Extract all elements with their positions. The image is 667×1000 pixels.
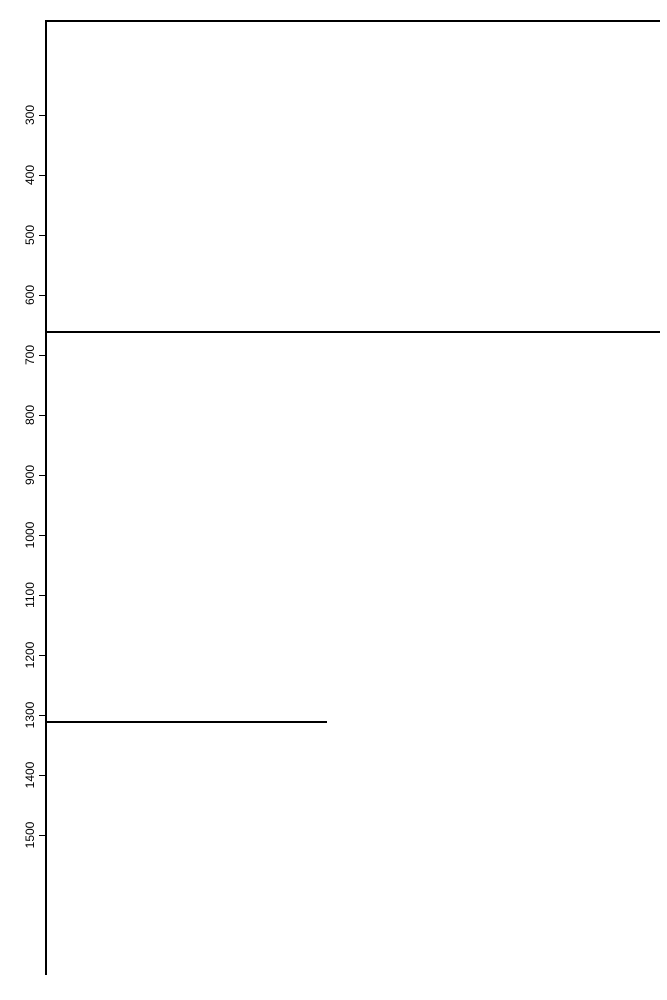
y-tick-label: 1000 (23, 515, 37, 555)
y-tick-mark (39, 415, 45, 416)
y-tick-label: 800 (23, 395, 37, 435)
chart-canvas: 300 400 500 600 700 800 900 1000 1100 1200 1300 140… (0, 0, 667, 1000)
y-tick-label: 300 (23, 95, 37, 135)
y-tick-label: 700 (23, 335, 37, 375)
y-tick-label: 900 (23, 455, 37, 495)
y-tick-mark (39, 715, 45, 716)
y-tick-mark (39, 355, 45, 356)
y-tick-label: 600 (23, 275, 37, 315)
y-tick-label: 1500 (23, 815, 37, 855)
y-tick-label: 1200 (23, 635, 37, 675)
y-tick-mark (39, 835, 45, 836)
y-tick-mark (39, 475, 45, 476)
y-tick-mark (39, 595, 45, 596)
y-tick-mark (39, 175, 45, 176)
y-axis-line (45, 20, 47, 975)
y-tick-mark (39, 115, 45, 116)
data-line (45, 721, 327, 723)
y-tick-mark (39, 655, 45, 656)
y-tick-mark (39, 235, 45, 236)
y-tick-mark (39, 295, 45, 296)
y-tick-label: 1300 (23, 695, 37, 735)
y-tick-mark (39, 535, 45, 536)
y-tick-mark (39, 775, 45, 776)
axis-top-border (45, 20, 660, 22)
data-line (45, 331, 660, 333)
y-tick-label: 1400 (23, 755, 37, 795)
y-tick-label: 500 (23, 215, 37, 255)
y-tick-label: 400 (23, 155, 37, 195)
y-tick-label: 1100 (23, 575, 37, 615)
